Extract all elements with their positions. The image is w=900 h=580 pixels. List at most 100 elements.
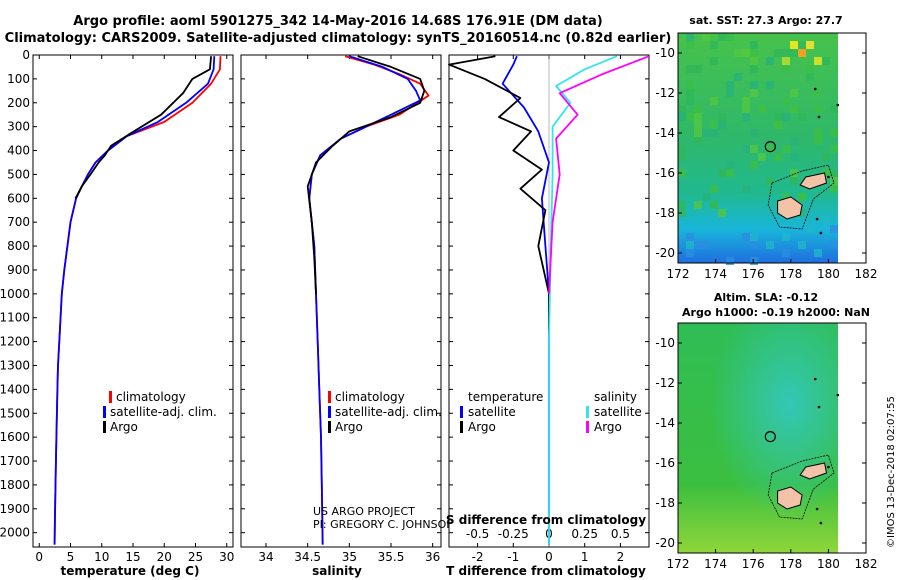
sst-cell: [718, 169, 726, 177]
sst-cell: [726, 89, 734, 97]
sst-argo-marker: [764, 141, 776, 153]
series-line-argo: [74, 56, 212, 199]
sla-map-subtitle: Argo h1000: -0.19 h2000: NaN: [682, 306, 870, 319]
sst-cell: [710, 121, 718, 129]
x-tick-label: 36: [425, 550, 440, 564]
map-lat-label: -20: [655, 246, 675, 260]
pressure-tick-label: 600: [7, 191, 30, 205]
sst-cell: [678, 145, 686, 153]
sst-cell: [694, 129, 702, 137]
sst-cell: [830, 105, 838, 113]
sst-cell: [822, 169, 830, 177]
vanua-levu-island: [799, 462, 828, 480]
map-lat-label: -16: [655, 456, 675, 470]
map-lon-label: 178: [779, 267, 802, 281]
sst-cell: [830, 185, 838, 193]
series-line-t-satellite: [501, 55, 550, 545]
temperature-legend: climatology satellite-adj. clim. Argo: [103, 390, 217, 434]
difference-xlabel-s: S difference from climatology: [446, 513, 646, 527]
sst-cell: [830, 177, 838, 185]
pressure-tick-label: 800: [7, 239, 30, 253]
sla-anomaly-patch: [678, 323, 838, 553]
sst-cell: [726, 81, 734, 89]
sst-cell: [710, 201, 718, 209]
map-lon-label: 176: [742, 267, 765, 281]
sst-cell: [830, 241, 838, 249]
sla-map-panel: Altim. SLA: -0.12 Argo h1000: -0.19 h200…: [655, 291, 877, 571]
sst-cell: [686, 113, 694, 121]
sst-cell: [734, 49, 742, 57]
viti-levu-island: [777, 196, 803, 220]
map-lon-label: 182: [855, 557, 878, 571]
x-tick-label: 25: [188, 550, 203, 564]
legend-swatch-climatology: [109, 391, 112, 403]
sst-cell: [710, 185, 718, 193]
sst-warm-cell: [790, 41, 798, 49]
sst-cell: [742, 145, 750, 153]
map-lat-label: -16: [655, 166, 675, 180]
sst-cell: [686, 33, 694, 41]
salinity-diff-tick-label: -0.25: [498, 527, 529, 541]
sst-warm-cell: [806, 41, 814, 49]
series-line-s-argo: [548, 55, 650, 294]
reef-contour: [767, 454, 835, 520]
sst-cell: [694, 201, 702, 209]
map-lon-label: 178: [779, 557, 802, 571]
pressure-tick-label: 1100: [0, 311, 30, 325]
sst-cell: [814, 137, 822, 145]
sst-cell: [798, 41, 806, 49]
pressure-tick-label: 1200: [0, 335, 30, 349]
sst-map-title: sat. SST: 27.3 Argo: 27.7: [689, 14, 842, 27]
reef-contour: [767, 164, 835, 230]
sst-cell: [758, 105, 766, 113]
pressure-tick-label: 1600: [0, 430, 30, 444]
pressure-tick-label: 500: [7, 167, 30, 181]
sst-cell: [750, 233, 758, 241]
sst-cell: [686, 97, 694, 105]
salinity-lines: [306, 55, 430, 545]
sst-cell: [814, 129, 822, 137]
sst-cell: [774, 121, 782, 129]
legend-swatch-satellite: [103, 406, 106, 418]
map-lon-label: 180: [817, 557, 840, 571]
pi-note: PI: GREGORY C. JOHNSON: [313, 518, 454, 531]
sst-cell: [750, 145, 758, 153]
sst-cell: [726, 257, 734, 265]
sst-cell: [750, 129, 758, 137]
x-tick-label: 30: [219, 550, 234, 564]
x-tick-label: 0: [545, 550, 553, 564]
map-lat-label: -12: [655, 376, 675, 390]
sst-cell: [710, 97, 718, 105]
sst-cell: [742, 113, 750, 121]
sst-cell: [782, 193, 790, 201]
legend-swatch-argo-2: [328, 421, 331, 433]
pressure-tick-label: 1700: [0, 454, 30, 468]
sst-cell: [782, 249, 790, 257]
islet: [813, 377, 817, 381]
sst-land: [767, 87, 840, 235]
salinity-diff-tick-label: -0.5: [466, 527, 489, 541]
sst-cell: [686, 81, 694, 89]
temperature-lines: [53, 56, 222, 545]
pressure-tick-label: 1500: [0, 406, 30, 420]
sla-map-ticks: 172 174 176 178 180 182 -10 -12 -14 -16 -18 -20: [655, 336, 877, 571]
sst-cell: [742, 185, 750, 193]
sst-cell: [806, 225, 814, 233]
pressure-tick-label: 200: [7, 96, 30, 110]
sst-cell: [822, 153, 830, 161]
sst-cell: [710, 129, 718, 137]
legend-climatology-2: climatology: [335, 390, 405, 404]
sst-warm-cell: [782, 57, 790, 65]
x-tick-label: -2: [472, 550, 484, 564]
x-tick-label: 34: [258, 550, 273, 564]
legend-satellite: satellite-adj. clim.: [110, 405, 217, 419]
sst-cell: [790, 169, 798, 177]
salinity-xlabel: salinity: [312, 564, 362, 578]
sst-cell: [702, 241, 710, 249]
x-tick-label: 34.5: [294, 550, 321, 564]
sla-argo-marker: [764, 431, 776, 443]
sst-cell: [758, 153, 766, 161]
x-tick-label: 5: [67, 550, 75, 564]
islet: [817, 115, 821, 119]
